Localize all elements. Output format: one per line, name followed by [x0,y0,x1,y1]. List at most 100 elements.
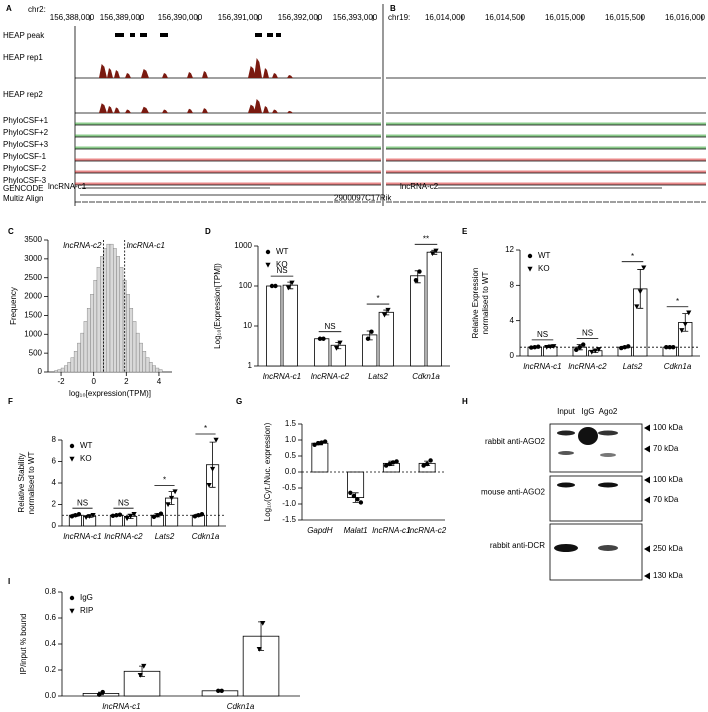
size-marker: 100 kDa [653,475,683,484]
histogram-bar [90,294,94,373]
histogram-bar [142,351,147,373]
category-label: lncRNA-c1 [263,372,301,381]
histogram-bar [129,308,134,373]
category-label: lncRNA-c1 [523,362,561,371]
y-tick-label: 0 [38,367,43,376]
x-tick-label: 4 [157,377,162,386]
data-point [69,443,75,449]
phylocsf-signal [386,146,706,149]
category-label: Cdkn1a [412,372,440,381]
y-axis-label: normalised to WT [27,452,36,515]
lane-label: Ago2 [599,407,618,416]
category-label: lncRNA-c2 [104,532,143,541]
histogram-bar [60,367,65,373]
data-point [385,307,391,313]
coverage-peak [114,70,120,78]
blot [549,523,643,581]
size-marker: 100 kDa [653,423,683,432]
phylocsf-signal [386,182,706,185]
peak-call [255,33,262,37]
coverage-peak [254,99,262,113]
category-label: Cdkn1a [192,532,220,541]
histogram-bar [93,280,98,373]
data-point [285,285,292,291]
peak-call [276,33,281,37]
peak-call [267,33,273,37]
histogram-bar [100,256,104,373]
error-bar [209,441,216,488]
data-point [141,663,147,669]
category-label: Lats2 [368,372,388,381]
panel-label: H [462,397,468,406]
data-point [155,513,160,518]
data-point [383,463,389,468]
protein-band [558,451,574,455]
data-point [634,304,640,310]
bar [282,284,298,367]
coordinate: 156,392,000 [278,13,323,22]
data-point [213,437,219,443]
data-point [131,511,137,517]
category-label: Lats2 [155,532,175,541]
histogram-bar [126,294,130,373]
protein-band [598,430,618,436]
histogram-bar [109,243,114,373]
data-point [358,500,364,505]
legend-label: IgG [80,593,93,602]
coverage-peak [272,109,278,113]
antibody-label: rabbit anti-AGO2 [485,437,546,446]
y-axis-label: Log₁₀(Cyt./Nuc. expression) [263,422,272,521]
significance-label: * [676,297,679,306]
data-point [544,344,550,350]
legend-label: WT [276,247,289,256]
histogram-bar [113,248,117,373]
peak-call [130,33,135,37]
phylocsf-signal [75,182,381,185]
significance-label: NS [276,266,287,275]
data-point [265,262,271,268]
marker-arrow [644,445,650,453]
size-marker: 130 kDa [653,571,683,580]
gene-label: lncRNA-c2 [400,182,439,191]
histogram-bar [152,365,156,373]
significance-label: * [163,476,166,485]
coordinate: 16,015,000 [545,13,586,22]
histogram-bar [135,332,140,373]
significance-label: * [204,424,207,433]
data-point [592,348,598,354]
significance-label: * [376,294,379,303]
y-tick-label: 0.4 [45,639,57,648]
histogram-bar [119,266,124,373]
y-axis-label: normalised to WT [481,272,490,335]
data-point [527,253,533,259]
x-tick-label: 2 [124,377,129,386]
histogram-bar [145,357,150,373]
data-point [83,515,89,520]
data-point [165,502,171,508]
bar [410,275,426,367]
data-point [626,344,631,349]
data-point [192,514,198,519]
significance-label: NS [77,498,88,507]
legend-label: WT [538,251,551,260]
data-point [536,344,541,349]
coverage-peak [99,103,107,113]
data-point [417,269,422,274]
data-point [321,336,326,341]
histogram-bar [70,357,75,373]
data-point [322,439,328,444]
track-label: PhyloCSF+1 [3,116,49,125]
y-tick-label: 1.5 [285,419,297,428]
data-point [351,493,357,499]
significance-label: NS [537,330,548,339]
significance-label: ** [423,234,429,243]
histogram-bar [155,367,160,373]
data-point [679,328,685,333]
coordinate: 16,015,500 [605,13,646,22]
category-label: lncRNA-c1 [63,532,101,541]
legend-label: KO [80,454,92,463]
data-point [381,312,388,318]
bar [266,285,282,367]
phylocsf-signal [386,122,706,125]
